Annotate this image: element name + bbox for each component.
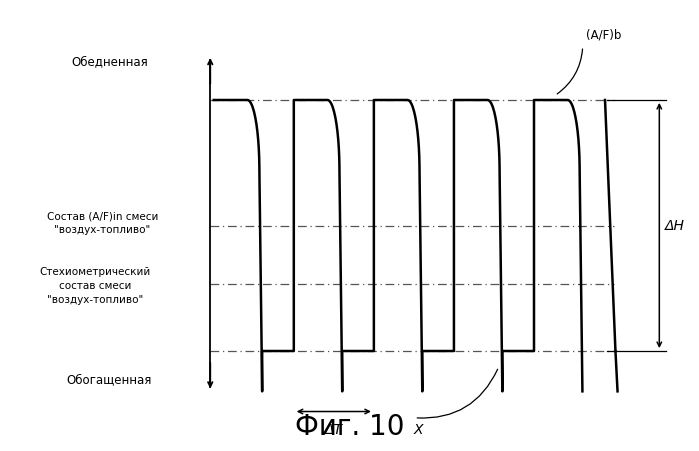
Text: Стехиометрический
состав смеси
"воздух-топливо": Стехиометрический состав смеси "воздух-т… bbox=[40, 267, 151, 305]
Text: ΔH: ΔH bbox=[665, 218, 684, 233]
Text: ΔT: ΔT bbox=[325, 423, 343, 437]
FancyArrowPatch shape bbox=[557, 49, 582, 94]
Text: Состав (A/F)in смеси
"воздух-топливо": Состав (A/F)in смеси "воздух-топливо" bbox=[47, 211, 158, 235]
Text: Обедненная: Обедненная bbox=[71, 55, 147, 69]
Text: (A/F)b: (A/F)b bbox=[586, 28, 621, 41]
Text: Обогащенная: Обогащенная bbox=[66, 373, 152, 387]
FancyArrowPatch shape bbox=[417, 369, 498, 418]
Text: Фиг. 10: Фиг. 10 bbox=[295, 413, 404, 441]
Text: X: X bbox=[413, 423, 423, 437]
